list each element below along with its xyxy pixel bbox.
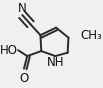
Text: CH₃: CH₃ — [81, 29, 103, 42]
Text: O: O — [19, 72, 29, 85]
Text: N: N — [18, 2, 27, 15]
Text: NH: NH — [47, 56, 64, 69]
Text: HO: HO — [0, 44, 18, 57]
